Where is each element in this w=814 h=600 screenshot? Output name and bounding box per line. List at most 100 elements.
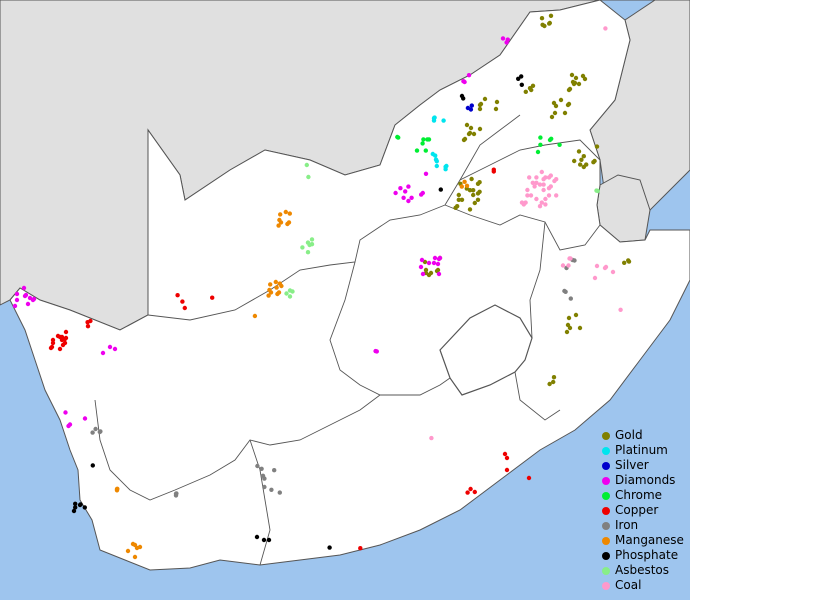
copper-deposit <box>491 167 496 172</box>
diamonds-deposit <box>406 184 411 189</box>
diamonds-deposit <box>435 261 441 267</box>
phosphate-deposit <box>82 505 88 510</box>
asbestos-deposit <box>287 294 293 299</box>
coal-deposit <box>525 193 530 198</box>
gold-deposit <box>578 162 583 167</box>
phosphate-deposit <box>90 463 96 468</box>
manganese-deposit <box>287 211 292 216</box>
manganese-deposit <box>132 554 138 560</box>
gold-deposit <box>551 100 557 106</box>
legend-label: Gold <box>615 428 643 442</box>
phosphate-deposit <box>78 502 83 507</box>
coal-deposit <box>528 193 534 198</box>
diamonds-deposit <box>374 349 379 354</box>
gold-deposit <box>549 114 555 120</box>
diamonds-deposit <box>401 195 406 200</box>
diamonds-deposit <box>431 260 437 266</box>
copper-deposit <box>472 489 477 495</box>
legend-item-gold: Gold <box>602 428 684 443</box>
diamonds-deposit <box>436 256 442 262</box>
gold-deposit <box>475 181 481 186</box>
gold-deposit <box>453 205 458 210</box>
gold-deposit <box>582 76 588 82</box>
chrome-deposit <box>535 149 541 155</box>
iron-deposit <box>568 296 573 301</box>
diamonds-deposit <box>25 301 31 307</box>
gold-deposit <box>573 312 579 318</box>
gold-deposit <box>565 322 571 328</box>
phosphate-deposit <box>71 508 77 514</box>
coal-deposit <box>527 175 532 180</box>
gold-deposit <box>469 176 474 182</box>
copper-deposit <box>175 293 180 298</box>
copper-deposit <box>85 320 90 325</box>
copper-deposit <box>57 346 63 352</box>
asbestos-deposit <box>594 188 599 193</box>
gold-deposit <box>475 197 481 202</box>
coal-deposit <box>519 200 525 205</box>
gold-deposit <box>467 188 473 193</box>
gold-deposit <box>547 21 552 26</box>
iron-deposit <box>90 430 95 435</box>
coal-deposit <box>618 307 623 312</box>
copper-deposit <box>468 486 473 492</box>
gold-deposit <box>456 197 461 202</box>
province-borders <box>94 114 601 566</box>
diamonds-deposit <box>100 350 106 356</box>
coal-deposit <box>525 187 530 193</box>
asbestos-deposit <box>300 245 305 250</box>
diamonds-deposit <box>409 195 414 200</box>
manganese-deposit <box>285 221 290 227</box>
asbestos-deposit <box>306 174 311 180</box>
chrome-deposit <box>549 136 554 141</box>
mineral-deposits <box>12 13 632 560</box>
legend-label: Iron <box>615 518 639 532</box>
legend-item-phosphate: Phosphate <box>602 548 684 563</box>
legend-label: Coal <box>615 578 642 592</box>
chrome-deposit <box>557 142 562 147</box>
gold-deposit <box>542 23 547 29</box>
gold-deposit <box>475 191 481 196</box>
diamonds-deposit <box>393 190 398 196</box>
legend-item-platinum: Platinum <box>602 443 684 458</box>
gold-deposit <box>477 102 483 108</box>
iron-deposit <box>97 429 103 435</box>
coal-deposit <box>541 177 546 182</box>
diamonds-deposit <box>419 192 424 197</box>
coal-deposit <box>539 200 544 205</box>
coal-deposit <box>534 196 539 202</box>
silver-deposit <box>469 103 474 108</box>
gold-deposit <box>477 126 483 132</box>
coal-deposit <box>530 180 535 185</box>
gold-deposit <box>552 110 558 116</box>
phosphate-deposit <box>266 537 272 543</box>
asbestos-deposit <box>309 237 315 242</box>
chrome-deposit <box>420 141 425 146</box>
diamonds-deposit <box>63 410 68 415</box>
manganese-deposit <box>267 287 272 293</box>
copper-deposit <box>63 329 69 335</box>
platinum-deposit <box>431 116 437 121</box>
diamonds-deposit <box>112 346 118 352</box>
copper-deposit <box>465 490 470 495</box>
gold-deposit <box>523 89 528 95</box>
asbestos-deposit <box>287 288 293 293</box>
diamonds-deposit <box>500 36 506 41</box>
diamonds-deposit <box>420 271 426 277</box>
copper-deposit <box>180 299 185 304</box>
gold-deposit <box>547 381 552 387</box>
gold-deposit <box>551 375 557 380</box>
gold-deposit <box>572 80 578 86</box>
south-africa-mineral-map <box>0 0 690 571</box>
coal-deposit <box>560 263 566 268</box>
copper-deposit <box>502 451 508 457</box>
coal-deposit <box>546 193 552 198</box>
gold-deposit <box>577 325 583 331</box>
coal-deposit <box>546 186 552 191</box>
chrome-deposit <box>423 148 428 153</box>
gold-deposit <box>576 149 582 154</box>
gold-deposit <box>493 106 499 112</box>
manganese-deposit <box>273 279 278 285</box>
coal-deposit <box>592 275 598 281</box>
diamonds-deposit <box>14 297 20 303</box>
